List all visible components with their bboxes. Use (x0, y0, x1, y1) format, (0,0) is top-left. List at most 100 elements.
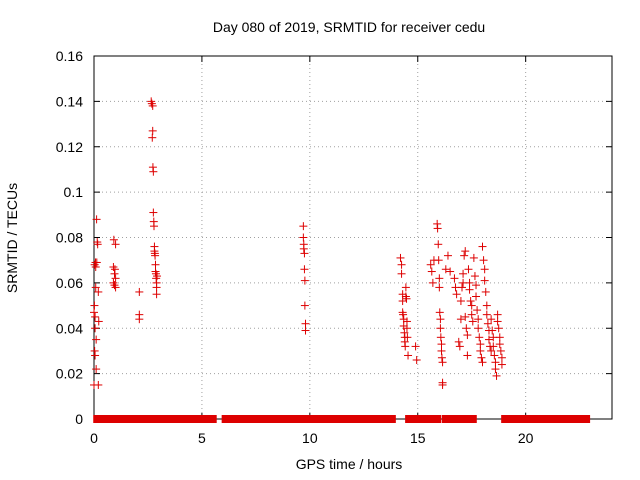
data-point (147, 99, 156, 108)
y-axis-label: SRMTID / TECUs (4, 183, 20, 293)
data-point (397, 260, 406, 269)
data-point (443, 251, 452, 260)
data-point (91, 283, 100, 292)
data-point (153, 272, 162, 281)
data-point (480, 265, 489, 274)
data-point (299, 222, 308, 231)
data-point (299, 233, 308, 242)
data-point (402, 317, 411, 326)
data-point (433, 224, 442, 233)
y-tick-label: 0 (75, 411, 83, 427)
data-point (470, 272, 479, 281)
data-point (450, 274, 459, 283)
data-point (91, 324, 100, 333)
data-point (109, 235, 118, 244)
data-point (476, 340, 485, 349)
data-point (403, 333, 412, 342)
data-point (490, 351, 499, 360)
data-point (489, 342, 498, 351)
data-point (427, 267, 436, 276)
data-point (460, 251, 469, 260)
data-point (469, 253, 478, 262)
data-point (94, 317, 103, 326)
data-point (446, 267, 455, 276)
zero-point-run (405, 415, 442, 423)
data-point (495, 333, 504, 342)
zero-point-run (221, 415, 396, 423)
data-point (299, 244, 308, 253)
zero-baseline-segment (221, 415, 396, 423)
zero-point-run (441, 415, 465, 423)
data-point (92, 215, 101, 224)
zero-baseline-segment (405, 415, 442, 423)
data-point (91, 351, 100, 360)
data-point (437, 353, 446, 362)
data-point (111, 283, 120, 292)
data-point (148, 133, 157, 142)
zero-baseline-segment (501, 415, 591, 423)
data-point (401, 342, 410, 351)
data-point (464, 265, 473, 274)
data-point (463, 351, 472, 360)
y-tick-label: 0.14 (56, 93, 83, 109)
data-point (454, 337, 463, 346)
data-point (483, 319, 492, 328)
data-point (456, 315, 465, 324)
data-point (93, 240, 102, 249)
data-point (300, 301, 309, 310)
data-point (91, 262, 100, 271)
data-point (487, 346, 496, 355)
data-point (91, 312, 100, 321)
data-point (452, 290, 461, 299)
x-tick-label: 10 (302, 430, 318, 446)
data-point (465, 285, 474, 294)
data-points (90, 97, 591, 423)
data-point (462, 324, 471, 333)
data-point (497, 360, 506, 369)
data-point (477, 353, 486, 362)
data-point (472, 292, 481, 301)
data-point (94, 287, 103, 296)
data-point (402, 324, 411, 333)
zero-baseline-segment (464, 415, 477, 423)
grid-lines (94, 56, 612, 419)
data-point (465, 278, 474, 287)
data-point (150, 222, 159, 231)
data-point (492, 371, 501, 380)
data-point (149, 167, 158, 176)
data-point (404, 351, 413, 360)
data-point (301, 326, 310, 335)
data-point (412, 356, 421, 365)
chart-title: Day 080 of 2019, SRMTID for receiver ced… (213, 19, 485, 35)
data-point (493, 310, 502, 319)
data-point (436, 333, 445, 342)
data-point (463, 331, 472, 340)
data-point (481, 287, 490, 296)
data-point (109, 278, 118, 287)
data-point (151, 260, 160, 269)
data-point (467, 301, 476, 310)
data-point (92, 258, 101, 267)
data-point (472, 281, 481, 290)
data-point (496, 346, 505, 355)
data-point (437, 340, 446, 349)
data-point (441, 265, 450, 274)
zero-baseline-segment (93, 415, 217, 423)
data-point (497, 353, 506, 362)
data-point (135, 315, 144, 324)
x-tick-label: 5 (198, 430, 206, 446)
data-point (461, 247, 470, 256)
data-point (435, 308, 444, 317)
data-point (466, 297, 475, 306)
data-point (438, 380, 447, 389)
data-point (455, 342, 464, 351)
data-point (493, 317, 502, 326)
data-point (111, 240, 120, 249)
y-tick-labels: 0 0.02 0.04 0.06 0.08 0.1 0.12 0.14 0.16 (56, 48, 83, 427)
data-point (482, 301, 491, 310)
data-point (495, 340, 504, 349)
data-point (436, 324, 445, 333)
x-tick-label: 15 (410, 430, 426, 446)
data-point (494, 324, 503, 333)
